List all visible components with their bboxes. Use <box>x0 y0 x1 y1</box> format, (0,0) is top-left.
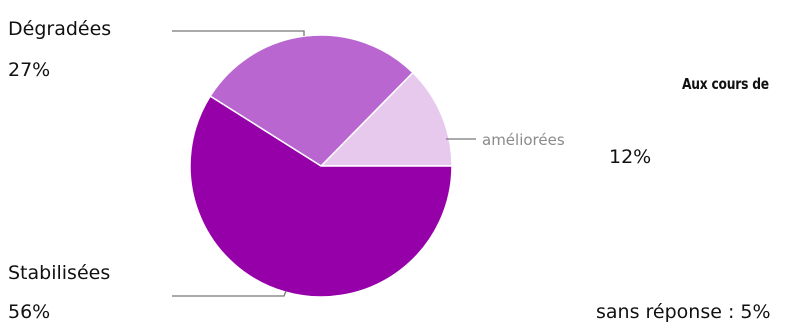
pie-slice-ameliorees <box>319 71 453 167</box>
slice-percent-stabilisees: 56% <box>8 301 51 323</box>
pie-slice-stabilisees <box>189 95 453 298</box>
pie-slices <box>189 34 453 298</box>
slice-percent-ameliorees: 12% <box>609 146 652 168</box>
no-answer-note: sans réponse : 5% <box>596 301 771 323</box>
slice-label-degradees: Dégradées <box>8 18 112 40</box>
leader-line-degradees <box>172 30 305 36</box>
slice-percent-degradees: 27% <box>8 59 51 81</box>
leader-line-stabilisees <box>172 290 287 297</box>
chart-title: Aux cours de <box>682 75 769 93</box>
leader-lines <box>172 30 476 297</box>
slice-label-stabilisees: Stabilisées <box>8 262 111 284</box>
pie-slice-degradees <box>209 34 414 167</box>
slice-label-ameliorees: améliorées <box>482 131 565 149</box>
